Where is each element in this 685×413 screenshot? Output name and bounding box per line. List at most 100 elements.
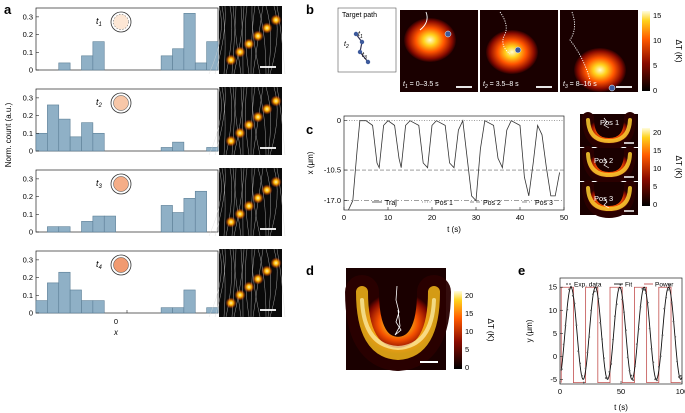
y-tick-label: 0.1 xyxy=(23,129,33,138)
colorbar-tick-label: 0 xyxy=(465,363,469,372)
particle-track xyxy=(233,86,245,156)
histogram-bar xyxy=(183,13,196,71)
y-tick-label: 5 xyxy=(553,329,557,338)
particle-track xyxy=(245,86,250,156)
data-point xyxy=(621,298,624,301)
y-tick-label: 0.1 xyxy=(23,48,33,57)
laser-dot xyxy=(225,54,237,66)
histogram-bar xyxy=(92,215,105,233)
histogram-bar xyxy=(69,289,82,314)
particle-track xyxy=(233,248,245,318)
histogram-bar xyxy=(160,147,173,152)
particle-track xyxy=(250,86,256,156)
particle-track xyxy=(225,86,233,156)
data-point xyxy=(668,284,671,287)
histogram-bar xyxy=(92,300,105,314)
laser-dot xyxy=(243,119,255,131)
particle-path xyxy=(419,11,428,31)
particle-track xyxy=(225,5,233,75)
data-point xyxy=(632,379,635,382)
histogram-bar xyxy=(194,62,207,71)
y-tick-label: -5 xyxy=(550,375,557,384)
particle-track xyxy=(232,167,242,237)
y-tick-label: 10 xyxy=(549,306,557,315)
colorbar-tick-label: 15 xyxy=(653,146,661,155)
histogram-bar xyxy=(47,282,60,314)
histogram-bar xyxy=(172,212,185,233)
histogram-bar xyxy=(81,300,94,314)
data-point xyxy=(603,357,605,359)
laser-dot xyxy=(252,111,264,123)
data-point xyxy=(579,362,582,365)
particle-track xyxy=(233,5,245,75)
data-point xyxy=(670,301,673,304)
colorbar-tick-label: 5 xyxy=(653,182,657,191)
target-path-inset: Target path t1 t2 t3 xyxy=(337,7,397,73)
histogram-bar xyxy=(58,226,71,233)
laser-dot xyxy=(261,265,273,277)
particle-track xyxy=(276,86,286,156)
histogram-bar xyxy=(183,198,196,233)
particle-track xyxy=(221,248,226,318)
frame-caption: t2 = 3.5–8 s xyxy=(483,81,519,90)
x-tick-label: 0 xyxy=(114,317,118,326)
data-point xyxy=(568,288,571,291)
target-point xyxy=(608,84,616,92)
y-tick-label: 0 xyxy=(337,116,341,125)
laser-dot xyxy=(234,46,246,58)
target-point xyxy=(444,30,452,38)
y-tick-label: 0.3 xyxy=(23,93,33,102)
y-tick-label: 0 xyxy=(29,228,33,237)
histogram-bar xyxy=(160,205,173,233)
data-point xyxy=(637,328,640,330)
x-tick-label: 100 xyxy=(676,387,685,396)
heat-core xyxy=(586,118,632,144)
y-tick-label: 0.3 xyxy=(23,174,33,183)
panel-c-ylabel: x (μm) xyxy=(306,151,315,174)
histogram-bar xyxy=(172,141,185,152)
histogram-bar xyxy=(58,62,71,71)
laser-dot xyxy=(225,297,237,309)
panel-c-colorbar-ticks: 20 15 10 5 0 xyxy=(653,128,661,209)
y-tick-label: 0 xyxy=(29,309,33,318)
data-point xyxy=(614,315,616,318)
laser-dot xyxy=(252,192,264,204)
legend-swatch xyxy=(569,283,571,285)
particle-track xyxy=(231,86,237,156)
colorbar-tick-label: 15 xyxy=(653,11,661,20)
colorbar-tick-label: 0 xyxy=(653,200,657,209)
particle-track xyxy=(231,248,237,318)
panel-d-thermal-image xyxy=(345,268,451,372)
histogram-bar xyxy=(81,122,94,152)
trajectory-line xyxy=(348,119,560,211)
data-point xyxy=(654,378,657,381)
particle-track xyxy=(603,157,610,169)
data-point xyxy=(645,292,647,295)
heat-core xyxy=(586,152,632,178)
data-point xyxy=(676,360,679,363)
colorbar-tick-label: 10 xyxy=(653,36,661,45)
panel-d-colorbar-ticks: 20 15 10 5 0 xyxy=(465,291,473,372)
data-point xyxy=(634,365,636,368)
particle-track xyxy=(245,167,250,237)
data-point xyxy=(606,377,609,380)
y-tick-label: 0.1 xyxy=(23,210,33,219)
y-tick-label: 0 xyxy=(29,147,33,156)
legend-swatch xyxy=(566,283,568,285)
particle-track xyxy=(250,167,256,237)
particle-track xyxy=(276,167,286,237)
data-point xyxy=(592,293,594,296)
data-point xyxy=(678,376,680,378)
x-axis-label: x xyxy=(113,328,119,337)
legend-entry: Exp. data xyxy=(574,282,602,289)
laser-dot xyxy=(243,281,255,293)
data-point xyxy=(601,338,603,340)
laser-spot-icon xyxy=(113,14,129,30)
target-point xyxy=(514,46,522,54)
particle-track xyxy=(240,248,244,318)
data-point xyxy=(612,338,614,341)
time-label: t2 xyxy=(96,97,103,109)
particle-track xyxy=(231,5,237,75)
